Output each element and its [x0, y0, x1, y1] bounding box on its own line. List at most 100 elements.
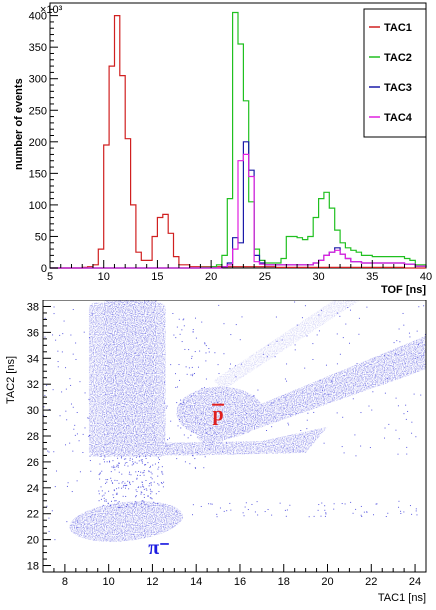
scatter-point — [194, 351, 196, 353]
scatter-point — [76, 411, 78, 413]
scatter-point — [284, 509, 286, 511]
scatter-point — [118, 471, 120, 473]
scatter-point — [99, 472, 101, 474]
scatter-point — [157, 457, 159, 459]
scatter-point — [304, 367, 306, 369]
density-regions — [69, 300, 426, 542]
scatter-point — [82, 451, 84, 453]
scatter-background-points — [43, 301, 426, 541]
y-axis-title: number of events — [13, 78, 25, 170]
scatter-point — [262, 353, 264, 355]
scatter-point — [157, 483, 159, 485]
scatter-point — [135, 456, 137, 458]
scatter-point — [57, 366, 59, 368]
scatter-point — [322, 389, 324, 391]
scatter-point — [110, 477, 112, 479]
scatter-point — [373, 514, 375, 516]
scatter-point — [296, 324, 298, 326]
scatter-point — [131, 458, 133, 460]
scatter-point — [137, 474, 139, 476]
scatter-point — [112, 467, 114, 469]
scatter-point — [126, 504, 128, 506]
horizontal-band — [91, 426, 328, 456]
scatter-point — [114, 469, 116, 471]
tof-histogram: 5 10 15 20 25 30 35 40 0 50 100 150 200 250 300 350 400… — [13, 2, 432, 296]
scatter-point — [147, 462, 149, 464]
y-tick-label: 36 — [27, 327, 39, 339]
scatter-point — [363, 511, 365, 513]
scatter-point — [192, 329, 194, 331]
scatter-point — [99, 463, 101, 465]
scatter-point — [175, 337, 177, 339]
scatter-point — [209, 448, 211, 450]
scatter-point — [124, 487, 126, 489]
scatter-point — [183, 434, 185, 436]
scatter-point — [197, 366, 199, 368]
scatter-point — [187, 400, 189, 402]
scatter-point — [143, 470, 145, 472]
scatter-point — [117, 502, 119, 504]
scatter-point — [342, 416, 344, 418]
scatter-point — [113, 497, 115, 499]
scatter-point — [385, 516, 387, 518]
y-tick-label: 28 — [27, 431, 39, 443]
scatter-point — [153, 481, 155, 483]
scatter-point — [113, 489, 115, 491]
scatter-point — [145, 464, 147, 466]
scatter-point — [222, 451, 224, 453]
scatter-point — [76, 519, 78, 521]
scatter-point — [312, 343, 314, 345]
scatter-point — [143, 488, 145, 490]
scatter-point — [127, 465, 129, 467]
scatter-point — [200, 419, 202, 421]
y-tick-label: 38 — [27, 301, 39, 313]
scatter-point — [301, 317, 303, 319]
scatter-point — [303, 436, 305, 438]
scatter-point — [190, 434, 192, 436]
scatter-point — [158, 490, 160, 492]
scatter-point — [158, 484, 160, 486]
scatter-point — [320, 515, 322, 517]
y-tick-label: 50 — [35, 231, 47, 243]
scatter-point — [289, 504, 291, 506]
scatter-point — [204, 456, 206, 458]
scatter-point — [398, 438, 400, 440]
scatter-point — [155, 493, 157, 495]
scatter-point — [72, 406, 74, 408]
scatter-point — [79, 381, 81, 383]
x-tick-label: 10 — [98, 271, 110, 283]
scatter-point — [366, 511, 368, 513]
scatter-point — [57, 350, 59, 352]
scatter-point — [90, 470, 92, 472]
scatter-point — [355, 508, 357, 510]
scatter-point — [110, 480, 112, 482]
scatter-point — [223, 510, 225, 512]
scatter-point — [140, 486, 142, 488]
scatter-point — [141, 492, 143, 494]
scatter-point — [376, 503, 378, 505]
scatter-point — [132, 461, 134, 463]
scatter-point — [134, 502, 136, 504]
scatter-point — [139, 474, 141, 476]
scatter-point — [141, 459, 143, 461]
scatter-point — [199, 350, 201, 352]
scatter-point — [276, 340, 278, 342]
scatter-point — [157, 468, 159, 470]
scatter-point — [152, 464, 154, 466]
scatter-point — [109, 505, 111, 507]
scatter-point — [53, 306, 55, 308]
scatter-point — [125, 506, 127, 508]
scatter-point — [121, 487, 123, 489]
scatter-point — [300, 430, 302, 432]
scatter-point — [176, 326, 178, 328]
scatter-point — [76, 433, 78, 435]
scatter-point — [143, 496, 145, 498]
scatter-point — [135, 471, 137, 473]
scatter-point — [91, 313, 93, 315]
scatter-point — [104, 500, 106, 502]
scatter-point — [124, 484, 126, 486]
y-tick-label: 34 — [27, 353, 39, 365]
scatter-point — [149, 488, 151, 490]
scatter-point — [161, 505, 163, 507]
scatter-point — [111, 482, 113, 484]
